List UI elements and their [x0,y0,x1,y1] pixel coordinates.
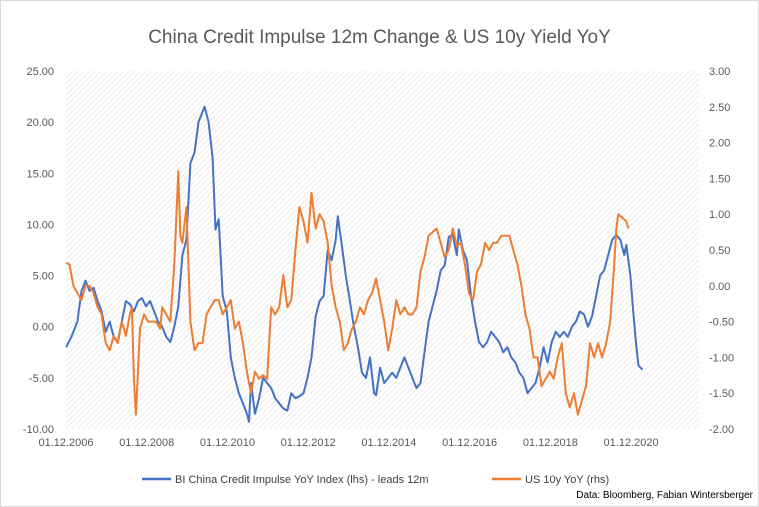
y-right-tick-label: -0.50 [709,317,734,329]
y-left-tick-label: 5.00 [33,271,54,283]
legend: BI China Credit Impulse YoY Index (lhs) … [142,474,609,486]
y-right-tick-label: 3.00 [709,66,730,78]
y-left-tick-label: 15.00 [26,168,54,180]
y-right-tick-label: 2.50 [709,102,730,114]
x-axis: 01.12.2006 01.12.2008 01.12.2010 01.12.2012… [38,437,658,449]
x-tick-label: 01.12.2014 [361,437,416,449]
x-tick-label: 01.12.2010 [200,437,255,449]
chart-title: China Credit Impulse 12m Change & US 10y… [148,27,611,48]
y-left-tick-label: 10.00 [26,219,54,231]
legend-label-credit-impulse: BI China Credit Impulse YoY Index (lhs) … [175,474,429,486]
x-tick-label: 01.12.2018 [523,437,578,449]
y-left-tick-label: -10.00 [23,424,54,436]
y-right-axis: -2.00 -1.50 -1.00 -0.50 0.00 0.50 1.00 1.50 2.00… [709,66,734,436]
y-left-axis: -10.00 -5.00 0.00 5.00 10.00 15.00 20.00 25.00 [23,66,54,436]
series-line-credit-impulse [65,105,644,423]
y-right-tick-label: 2.00 [709,138,730,150]
x-tick-label: 01.12.2012 [281,437,336,449]
x-tick-label: 01.12.2006 [38,437,93,449]
y-left-tick-label: 25.00 [26,66,54,78]
y-right-tick-label: -1.00 [709,352,734,364]
y-right-tick-label: 0.50 [709,245,730,257]
y-right-tick-label: 1.00 [709,209,730,221]
y-right-tick-label: -1.50 [709,388,734,400]
source-note: Data: Bloomberg, Fabian Wintersberger [576,490,753,501]
y-right-tick-label: 0.00 [709,281,730,293]
x-tick-label: 01.12.2008 [119,437,174,449]
x-tick-label: 01.12.2020 [604,437,659,449]
y-right-tick-label: 1.50 [709,173,730,185]
legend-label-us10y-yoy: US 10y YoY (rhs) [525,474,609,486]
y-left-tick-label: -5.00 [29,373,54,385]
plot-area [66,71,699,429]
y-left-tick-label: 0.00 [33,322,54,334]
y-left-tick-label: 20.00 [26,117,54,129]
y-right-tick-label: -2.00 [709,424,734,436]
series-line-us10y-yoy [65,170,630,416]
x-tick-label: 01.12.2016 [442,437,497,449]
